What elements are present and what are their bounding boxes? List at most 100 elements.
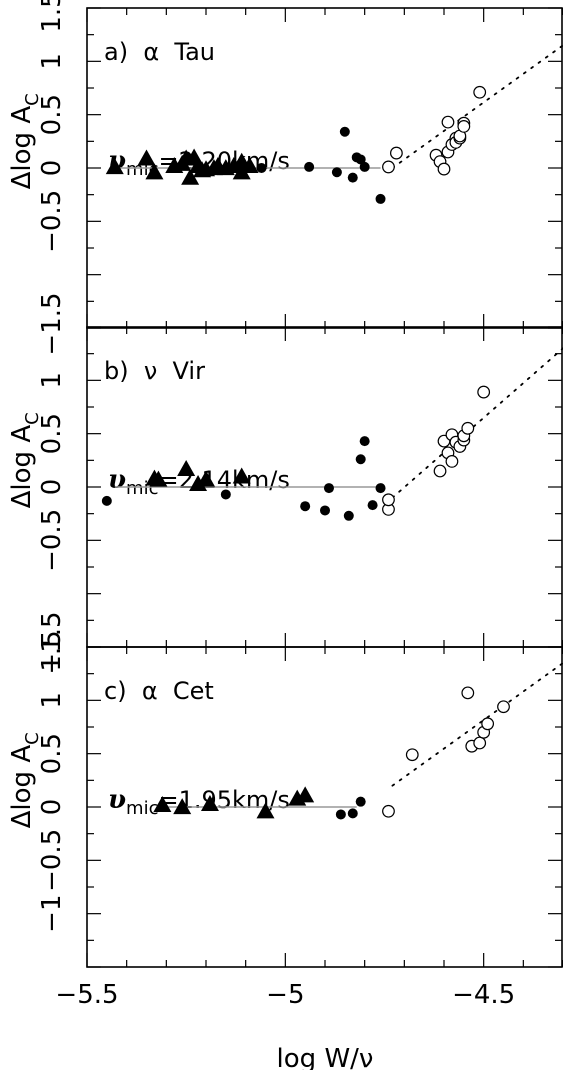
data-point-open-circle (405, 748, 419, 762)
data-point-filled-circle (375, 483, 386, 494)
data-point-triangle (224, 157, 243, 174)
data-point-filled-circle (347, 172, 358, 183)
data-point-open-circle (473, 736, 487, 750)
y-tick-label: 0.5 (37, 733, 67, 774)
x-tick-label: −5 (266, 980, 304, 1010)
y-tick-label: −0.5 (37, 829, 67, 892)
y-tick-label: 0 (37, 799, 67, 816)
data-point-triangle (240, 157, 259, 174)
x-axis: −5.5 −5 −4.5 log W/ν (55, 980, 515, 1070)
data-point-triangle (197, 470, 215, 487)
data-point-filled-circle (359, 161, 370, 172)
y-tick-label: 1.5 (37, 630, 67, 671)
vmic-symbol: υ (108, 785, 126, 815)
y-tick-label: 0 (37, 160, 67, 177)
y-axis-label-sub: C (22, 732, 43, 745)
trend-line (391, 662, 563, 787)
data-point-filled-circle (101, 495, 112, 506)
y-tick-label: 1 (37, 692, 67, 709)
data-point-filled-circle (367, 500, 378, 511)
data-point-triangle (232, 467, 251, 484)
y-tick-label: −1 (37, 895, 67, 933)
y-axis-label: Δlog AC (7, 732, 43, 828)
data-point-filled-circle (331, 167, 342, 178)
x-tick-label: −5.5 (55, 980, 118, 1010)
data-point-open-circle (477, 385, 491, 399)
data-point-filled-circle (347, 808, 358, 819)
data-point-triangle (137, 149, 156, 166)
data-point-filled-circle (375, 193, 386, 204)
data-point-triangle (296, 786, 315, 803)
y-tick-label: 0 (37, 479, 67, 496)
data-point-open-circle (382, 160, 395, 174)
data-point-open-circle (473, 85, 487, 99)
data-point-triangle (145, 163, 164, 180)
data-point-filled-circle (355, 454, 366, 465)
data-point-filled-circle (320, 505, 330, 516)
data-point-triangle (177, 460, 196, 477)
data-point-open-circle (461, 421, 475, 435)
y-tick-label: −0.5 (37, 509, 67, 572)
y-axis-label: Δlog AC (7, 93, 43, 189)
data-point-triangle (189, 474, 208, 491)
y-tick-label: 1 (37, 53, 67, 70)
data-point-open-circle (433, 464, 447, 478)
data-point-triangle (105, 158, 124, 175)
trend-line (391, 44, 563, 169)
vmic-symbol: υ (108, 465, 126, 495)
y-axis-label-main: Δlog A (7, 106, 37, 190)
data-point-open-circle (437, 162, 451, 176)
panel-label: a) α Tau (104, 38, 215, 66)
data-point-filled-circle (355, 796, 366, 807)
data-point-open-circle (390, 146, 403, 160)
panel-label: b) ν Vir (104, 357, 205, 385)
data-point-open-circle (382, 493, 395, 507)
data-point-filled-circle (323, 483, 334, 494)
y-axis-label-main: Δlog A (7, 745, 37, 829)
data-point-open-circle (481, 717, 495, 731)
data-point-open-circle (457, 119, 471, 133)
data-point-open-circle (441, 115, 455, 129)
data-point-triangle (153, 796, 172, 813)
data-point-filled-circle (304, 161, 315, 172)
data-point-triangle (200, 794, 219, 811)
y-tick-label: 1.5 (37, 0, 67, 33)
vmic-subscript: mic (126, 798, 158, 819)
y-tick-label: −0.5 (37, 190, 67, 253)
data-point-filled-circle (220, 489, 231, 500)
vmic-annotation: υmic=2.14km/s (108, 465, 290, 499)
trend-line (391, 347, 563, 499)
y-tick-label: 0.5 (37, 94, 67, 135)
vmic-annotation: υmic=1.95km/s (108, 785, 290, 819)
panel-label: c) α Cet (104, 677, 214, 705)
y-axis-label-sub: C (22, 412, 43, 425)
data-point-triangle (181, 168, 200, 185)
data-point-open-circle (461, 686, 475, 700)
data-point-filled-circle (335, 809, 346, 820)
y-axis-label: Δlog AC (7, 412, 43, 508)
x-axis-label: log W/ν (277, 1044, 374, 1070)
y-axis-label-main: Δlog A (7, 425, 37, 509)
y-tick-label: −1.5 (37, 292, 67, 355)
data-point-open-circle (445, 455, 459, 468)
data-point-filled-circle (339, 126, 350, 137)
data-point-triangle (256, 802, 275, 819)
data-point-open-circle (382, 804, 395, 818)
data-point-filled-circle (359, 436, 370, 447)
y-tick-label: −1.5 (37, 611, 67, 674)
y-tick-label: 0.5 (37, 413, 67, 454)
data-point-filled-circle (343, 510, 354, 521)
data-point-triangle (149, 470, 168, 487)
data-point-filled-circle (300, 501, 311, 512)
data-point-open-circle (497, 700, 510, 714)
data-point-triangle (173, 798, 192, 815)
y-axis-label-sub: C (22, 93, 43, 106)
x-tick-label: −4.5 (452, 980, 515, 1010)
data-point-filled-circle (355, 154, 366, 165)
y-tick-label: 1 (37, 372, 67, 389)
